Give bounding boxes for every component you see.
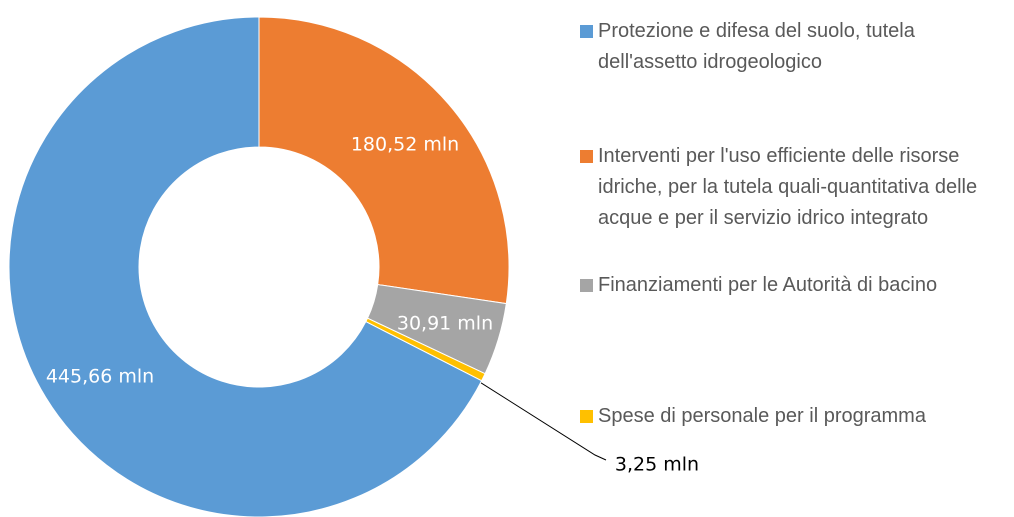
- donut-slice: [8, 16, 483, 517]
- legend-item: Spese di personale per il programma: [580, 401, 1014, 432]
- legend-swatch: [580, 410, 593, 423]
- data-label: 30,91 mln: [397, 313, 493, 335]
- legend-swatch: [580, 279, 593, 292]
- data-label: 180,52 mln: [351, 134, 459, 156]
- donut-slice: [365, 317, 486, 382]
- data-label: 3,25 mln: [615, 454, 699, 476]
- legend-label: Finanziamenti per le Autorità di bacino: [598, 274, 938, 296]
- legend-swatch: [580, 150, 593, 163]
- legend-item: Interventi per l'uso efficiente delle ri…: [580, 141, 1014, 234]
- leader-line: [436, 354, 607, 461]
- data-label: 445,66 mln: [46, 366, 154, 388]
- legend-item: Protezione e difesa del suolo, tutela de…: [580, 16, 1014, 78]
- legend-item: Finanziamenti per le Autorità di bacino: [580, 270, 1014, 301]
- donut-slice: [258, 16, 510, 305]
- legend-swatch: [580, 25, 593, 38]
- legend-label: Protezione e difesa del suolo, tutela de…: [598, 20, 915, 73]
- legend-label: Spese di personale per il programma: [598, 405, 926, 427]
- legend-label: Interventi per l'uso efficiente delle ri…: [598, 145, 978, 229]
